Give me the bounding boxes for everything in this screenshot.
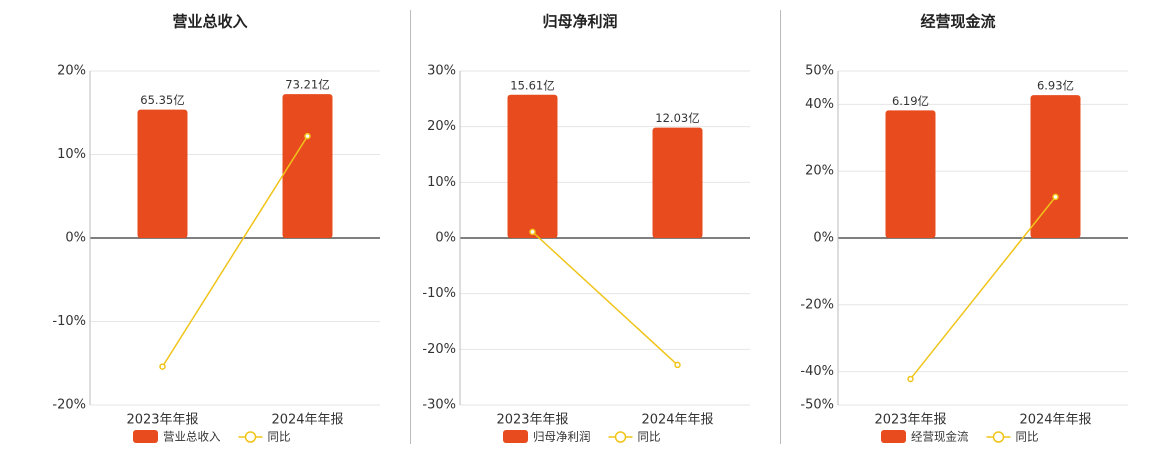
value-label: 15.61亿 <box>510 78 554 92</box>
y-tick-label: 0% <box>65 231 86 246</box>
y-tick-label: -10% <box>422 286 456 301</box>
point <box>304 132 311 140</box>
point <box>1052 193 1059 201</box>
point <box>529 228 536 236</box>
y-tick-label: 0% <box>813 231 834 246</box>
chart-title: 营业总收入 <box>172 13 247 31</box>
legend-label: 归母净利润 <box>533 430 591 444</box>
value-label: 12.03亿 <box>655 111 699 125</box>
legend-label: 同比 <box>1016 430 1039 444</box>
y-tick-label: 10% <box>57 147 86 162</box>
value-label: 6.19亿 <box>892 94 929 108</box>
chart-title: 经营现金流 <box>920 13 995 31</box>
x-tick-label: 2023年年报 <box>496 413 568 428</box>
legend-marker <box>244 431 257 443</box>
bar <box>885 110 936 238</box>
bar <box>137 109 188 238</box>
legend-marker <box>614 431 627 443</box>
legend-label: 同比 <box>638 430 661 444</box>
x-tick-label: 2023年年报 <box>874 413 946 428</box>
bar <box>507 94 558 238</box>
y-tick-label: -50% <box>800 398 834 413</box>
x-tick-label: 2024年年报 <box>641 413 713 428</box>
y-tick-label: -20% <box>52 398 86 413</box>
y-tick-label: 20% <box>805 164 834 179</box>
legend-label: 营业总收入 <box>163 430 221 444</box>
legend-label: 同比 <box>268 430 291 444</box>
y-tick-label: 10% <box>427 175 456 190</box>
point <box>907 375 914 383</box>
y-tick-label: -20% <box>800 297 834 312</box>
bar <box>652 127 703 238</box>
x-tick-label: 2024年年报 <box>271 413 343 428</box>
y-tick-label: -20% <box>422 342 456 357</box>
legend-label: 经营现金流 <box>911 430 969 444</box>
line <box>161 135 309 367</box>
value-label: 73.21亿 <box>285 78 329 92</box>
y-tick-label: 20% <box>57 64 86 79</box>
value-label: 65.35亿 <box>140 93 184 107</box>
y-tick-label: 0% <box>435 231 456 246</box>
y-tick-label: -10% <box>52 314 86 329</box>
y-tick-label: 20% <box>427 119 456 134</box>
legend-marker <box>992 431 1005 443</box>
value-label: 6.93亿 <box>1037 79 1074 93</box>
point <box>674 361 681 369</box>
y-tick-label: -30% <box>422 398 456 413</box>
x-tick-label: 2024年年报 <box>1019 413 1091 428</box>
bar <box>282 94 333 238</box>
line <box>531 231 679 366</box>
legend-swatch <box>133 430 158 443</box>
line <box>909 196 1057 380</box>
x-tick-label: 2023年年报 <box>126 413 198 428</box>
y-tick-label: 30% <box>427 64 456 79</box>
legend-swatch <box>881 430 906 443</box>
chart-title: 归母净利润 <box>542 13 617 31</box>
y-tick-label: -40% <box>800 364 834 379</box>
point <box>159 363 166 370</box>
legend-swatch <box>503 430 528 443</box>
y-tick-label: 50% <box>805 64 834 79</box>
bar <box>1030 95 1081 238</box>
y-tick-label: 40% <box>805 97 834 112</box>
